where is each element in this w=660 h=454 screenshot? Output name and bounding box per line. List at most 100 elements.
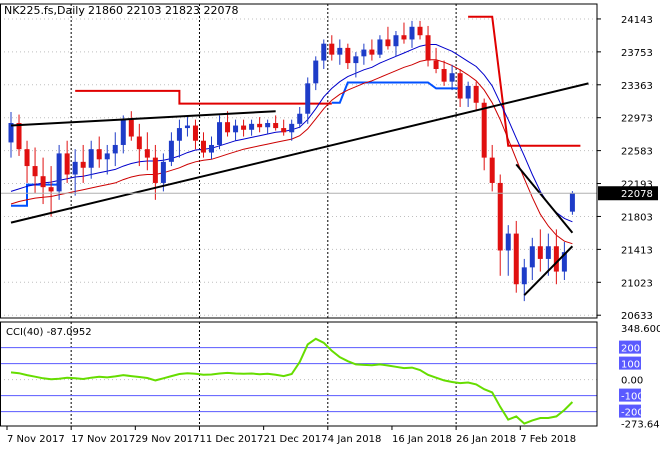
x-tick-label: 4 Jan 2018 — [328, 434, 382, 445]
bearish-candle[interactable] — [441, 60, 447, 86]
bullish-candle[interactable] — [112, 132, 118, 167]
candle-body — [56, 153, 62, 192]
bearish-candle[interactable] — [345, 43, 351, 69]
header-symbol: NK225.fs,Daily — [4, 4, 85, 17]
bearish-candle[interactable] — [273, 115, 279, 131]
bearish-candle[interactable] — [489, 144, 495, 192]
bearish-candle[interactable] — [80, 144, 86, 183]
bullish-candle[interactable] — [393, 31, 399, 57]
bearish-candle[interactable] — [144, 132, 150, 171]
candle-body — [401, 35, 407, 40]
bearish-candle[interactable] — [40, 157, 46, 205]
bullish-candle[interactable] — [8, 112, 14, 158]
bullish-candle[interactable] — [529, 237, 535, 281]
bullish-candle[interactable] — [449, 64, 455, 91]
bullish-candle[interactable] — [361, 43, 367, 65]
candle-body — [337, 47, 343, 55]
bearish-candle[interactable] — [152, 144, 158, 200]
bearish-candle[interactable] — [281, 119, 287, 136]
bullish-candle[interactable] — [321, 39, 327, 69]
bullish-candle[interactable] — [56, 144, 62, 200]
bullish-candle[interactable] — [104, 144, 110, 175]
candle-body — [329, 43, 335, 55]
bearish-candle[interactable] — [401, 22, 407, 44]
bearish-candle[interactable] — [537, 229, 543, 272]
bearish-candle[interactable] — [473, 81, 479, 112]
bearish-candle[interactable] — [192, 119, 198, 150]
bearish-candle[interactable] — [433, 47, 439, 74]
bearish-candle[interactable] — [241, 119, 247, 137]
candle-body — [489, 157, 495, 183]
candle-body — [136, 136, 142, 150]
bullish-candle[interactable] — [305, 77, 311, 124]
bullish-candle[interactable] — [409, 20, 415, 48]
trendline[interactable] — [10, 110, 276, 127]
bullish-candle[interactable] — [88, 140, 94, 179]
candle-body — [537, 246, 543, 259]
bullish-candle[interactable] — [265, 119, 271, 134]
bullish-candle[interactable] — [569, 191, 575, 215]
candle-body — [273, 123, 279, 129]
bullish-candle[interactable] — [545, 233, 551, 276]
bearish-candle[interactable] — [200, 132, 206, 158]
trendline[interactable] — [515, 163, 574, 234]
bullish-candle[interactable] — [249, 119, 255, 136]
bullish-candle[interactable] — [561, 242, 567, 281]
cci-line[interactable] — [10, 337, 574, 425]
candle-body — [128, 119, 134, 137]
bearish-candle[interactable] — [16, 114, 22, 156]
bearish-candle[interactable] — [128, 111, 134, 141]
bearish-candle[interactable] — [257, 117, 263, 133]
bearish-candle[interactable] — [136, 123, 142, 167]
bullish-candle[interactable] — [337, 39, 343, 65]
cci-panel[interactable] — [0, 337, 597, 425]
candle-body — [321, 43, 327, 61]
bearish-candle[interactable] — [64, 140, 70, 183]
bearish-candle[interactable] — [96, 136, 102, 168]
price-tick-label: 24143 — [621, 15, 653, 26]
trendline[interactable] — [523, 245, 574, 296]
axes: 24143 23753 23363 22973 22583 22193 21803 21413… — [6, 15, 660, 445]
trendline[interactable] — [10, 82, 589, 224]
bearish-candle[interactable] — [513, 220, 519, 293]
bullish-candle[interactable] — [120, 115, 126, 154]
bullish-candle[interactable] — [313, 56, 319, 91]
bearish-candle[interactable] — [225, 111, 231, 137]
candle-body — [417, 26, 423, 36]
bearish-candle[interactable] — [48, 166, 54, 217]
bullish-candle[interactable] — [377, 35, 383, 59]
bearish-candle[interactable] — [457, 68, 463, 107]
candle-body — [505, 233, 511, 251]
bullish-candle[interactable] — [168, 132, 174, 167]
price-panel[interactable] — [0, 15, 597, 302]
bearish-candle[interactable] — [32, 147, 38, 194]
bullish-candle[interactable] — [353, 52, 359, 78]
bearish-candle[interactable] — [417, 20, 423, 40]
bullish-candle[interactable] — [233, 119, 239, 141]
bullish-candle[interactable] — [217, 115, 223, 150]
bearish-candle[interactable] — [553, 229, 559, 285]
bullish-candle[interactable] — [184, 115, 190, 137]
bearish-candle[interactable] — [497, 174, 503, 276]
bullish-candle[interactable] — [289, 119, 295, 141]
price-tick-label: 23363 — [621, 81, 653, 92]
bullish-candle[interactable] — [209, 136, 214, 160]
candle-body — [481, 102, 487, 158]
bullish-candle[interactable] — [465, 81, 471, 107]
bearish-candle[interactable] — [385, 26, 391, 50]
candle-body — [112, 144, 118, 154]
x-tick-label: 7 Feb 2018 — [520, 434, 576, 445]
bearish-candle[interactable] — [425, 25, 431, 67]
candle-body — [561, 252, 567, 272]
bearish-candle[interactable] — [369, 39, 375, 61]
bullish-candle[interactable] — [176, 119, 182, 158]
cci-panel-frame — [0, 321, 598, 427]
x-tick-label: 21 Dec 2017 — [264, 434, 328, 445]
bearish-candle[interactable] — [24, 140, 30, 183]
bullish-candle[interactable] — [505, 225, 511, 276]
bullish-candle[interactable] — [297, 106, 303, 129]
bearish-candle[interactable] — [481, 98, 487, 171]
bearish-candle[interactable] — [329, 35, 335, 61]
bullish-candle[interactable] — [72, 149, 78, 196]
